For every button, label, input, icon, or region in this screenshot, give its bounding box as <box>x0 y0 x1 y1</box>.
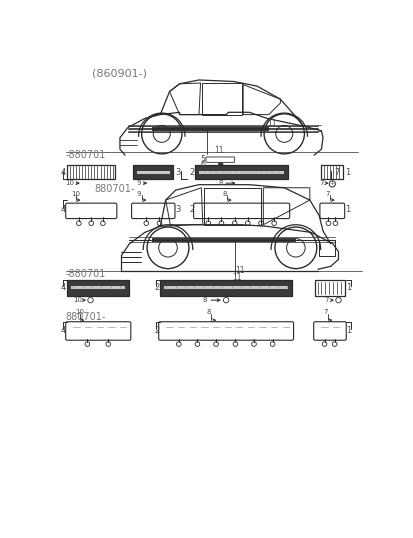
Text: 1: 1 <box>344 205 349 214</box>
Text: 880701-: 880701- <box>66 312 106 322</box>
Text: 4: 4 <box>61 205 66 214</box>
Bar <box>71 286 125 289</box>
Text: 10: 10 <box>75 309 84 315</box>
Text: 11: 11 <box>214 146 223 155</box>
FancyBboxPatch shape <box>160 280 291 295</box>
Bar <box>152 127 268 131</box>
Text: 8: 8 <box>206 309 211 315</box>
Text: -880701: -880701 <box>66 151 106 160</box>
Bar <box>199 171 284 174</box>
Text: 10: 10 <box>73 297 82 303</box>
Bar <box>164 286 287 289</box>
Text: 8: 8 <box>218 180 222 186</box>
Text: 1: 1 <box>345 284 351 292</box>
Text: 1: 1 <box>344 168 349 177</box>
Text: 2: 2 <box>188 168 194 177</box>
Text: 4: 4 <box>61 168 66 177</box>
Text: 2: 2 <box>154 327 159 336</box>
Text: 4: 4 <box>61 284 66 292</box>
Text: 7: 7 <box>322 309 327 315</box>
Text: 3: 3 <box>175 168 180 177</box>
Text: 11: 11 <box>235 266 244 275</box>
Text: 2: 2 <box>154 284 159 292</box>
Text: 11: 11 <box>232 273 241 281</box>
Text: 880701-: 880701- <box>94 185 134 194</box>
Circle shape <box>218 162 223 167</box>
Text: 7: 7 <box>318 180 323 186</box>
FancyBboxPatch shape <box>133 165 173 179</box>
Text: 3: 3 <box>175 205 180 214</box>
Text: 1: 1 <box>345 327 351 336</box>
Text: 5: 5 <box>200 155 205 164</box>
Bar <box>318 240 334 256</box>
Text: 2: 2 <box>188 205 194 214</box>
Text: -880701: -880701 <box>66 269 106 279</box>
Text: 4: 4 <box>61 327 66 336</box>
Text: +: + <box>328 181 333 186</box>
FancyBboxPatch shape <box>195 165 287 179</box>
Text: 9: 9 <box>136 180 140 186</box>
Text: 10: 10 <box>66 180 74 186</box>
Text: 10: 10 <box>71 191 80 197</box>
Text: 7: 7 <box>324 297 328 303</box>
Bar <box>137 171 169 174</box>
Text: 6: 6 <box>200 160 205 169</box>
Text: (860901-): (860901-) <box>92 69 147 79</box>
Text: 9: 9 <box>137 191 141 197</box>
Text: 8: 8 <box>222 191 226 197</box>
Text: 8: 8 <box>202 297 207 303</box>
Text: 7: 7 <box>325 191 329 197</box>
Bar <box>152 238 295 242</box>
Text: 11: 11 <box>266 118 276 128</box>
Text: 7: 7 <box>334 168 339 177</box>
FancyBboxPatch shape <box>67 280 129 295</box>
